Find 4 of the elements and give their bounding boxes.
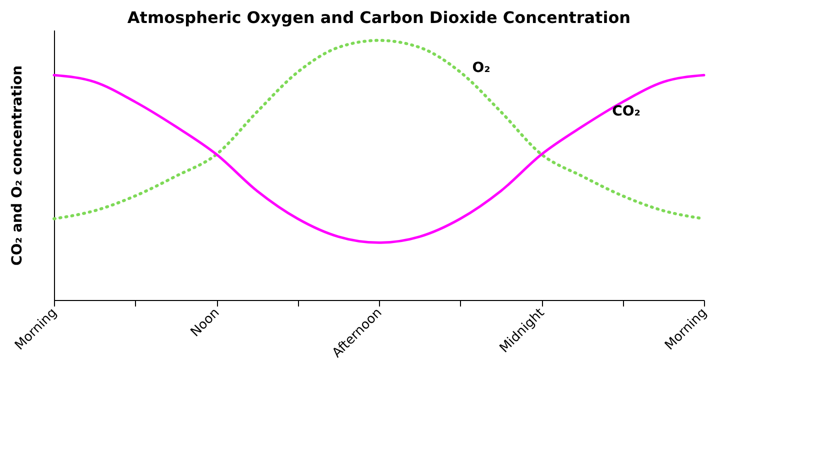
chart-title: Atmospheric Oxygen and Carbon Dioxide Concentration	[127, 8, 631, 27]
series-label: O₂	[472, 60, 490, 76]
y-axis-title: CO₂ and O₂ concentration	[10, 65, 26, 266]
series-label: CO₂	[612, 104, 640, 120]
